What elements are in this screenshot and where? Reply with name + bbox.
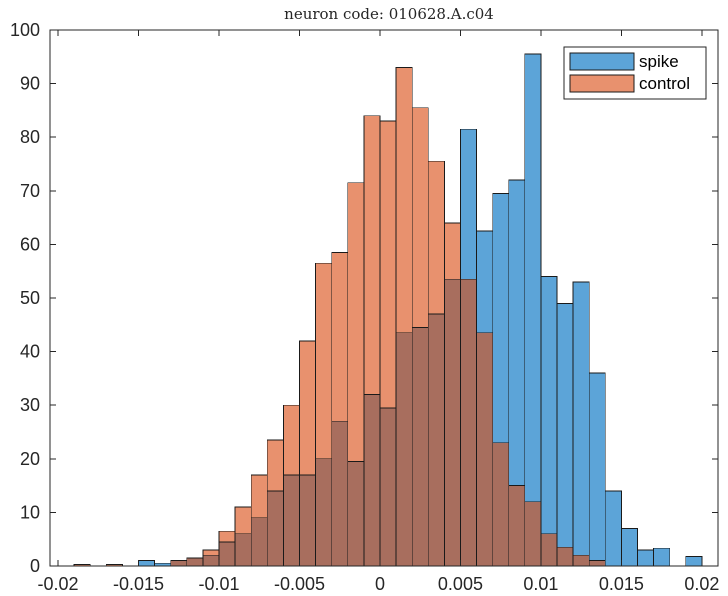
legend: spike control	[563, 46, 707, 100]
bar-overlap	[218, 541, 236, 567]
bar-overlap	[202, 554, 220, 567]
axes-layer: -0.02 -0.015 -0.01 -0.005 0 0.005 0.01 0.015 0.0…	[10, 20, 719, 594]
bar-overlap	[411, 327, 429, 567]
bar-control	[234, 506, 252, 535]
bar-overlap	[556, 546, 574, 567]
bar-spike	[588, 372, 606, 567]
bar-overlap	[331, 420, 349, 567]
x-tick-label: -0.01	[198, 574, 239, 594]
bar-overlap	[299, 474, 316, 567]
bar-spike	[524, 53, 542, 567]
y-tick-label: 70	[20, 181, 40, 201]
bar-overlap	[170, 560, 188, 567]
y-tick-label: 0	[30, 556, 40, 576]
bars-layer	[73, 53, 703, 567]
bar-spike	[685, 555, 703, 567]
bar-control	[202, 549, 220, 556]
bar-overlap	[347, 461, 365, 567]
bar-control	[315, 262, 333, 460]
y-tick-label: 30	[20, 395, 40, 415]
x-tick-label: -0.02	[38, 574, 79, 594]
bar-overlap	[572, 554, 590, 567]
bar-overlap	[379, 407, 397, 567]
y-tick-label: 60	[20, 234, 40, 254]
bar-spike	[540, 276, 558, 567]
legend-label-control: control	[639, 74, 690, 93]
bar-overlap	[266, 490, 284, 567]
x-tick-label: 0.015	[599, 574, 644, 594]
bar-control	[395, 67, 413, 334]
bar-overlap	[250, 517, 268, 567]
bar-overlap	[234, 533, 252, 567]
bar-control	[331, 252, 349, 422]
y-tick-label: 10	[20, 502, 40, 522]
bar-control	[282, 404, 300, 476]
bar-overlap	[588, 560, 606, 567]
bar-overlap	[315, 458, 333, 567]
bar-overlap	[282, 474, 300, 567]
x-tick-label: 0	[375, 574, 385, 594]
bar-control	[250, 474, 268, 519]
bar-control	[266, 439, 284, 492]
bar-control	[427, 160, 445, 315]
bar-control	[347, 182, 365, 462]
x-tick-label: -0.015	[113, 574, 164, 594]
x-tick-label: 0.005	[438, 574, 483, 594]
y-tick-label: 50	[20, 288, 40, 308]
bar-control	[411, 107, 429, 328]
bar-overlap	[460, 278, 477, 567]
x-tick-label: 0.01	[523, 574, 558, 594]
bar-control	[379, 120, 397, 409]
bar-spike	[138, 560, 156, 567]
y-tick-label: 100	[10, 20, 40, 40]
bar-overlap	[443, 278, 461, 567]
bar-spike	[604, 490, 622, 567]
bar-control	[299, 340, 316, 476]
bar-overlap	[492, 442, 510, 567]
x-tick-label: -0.005	[274, 574, 325, 594]
bar-spike	[572, 281, 590, 567]
y-tick-label: 80	[20, 127, 40, 147]
bar-overlap	[186, 557, 204, 567]
legend-label-spike: spike	[639, 52, 679, 71]
bar-control	[218, 530, 236, 543]
x-tick-label: 0.02	[684, 574, 719, 594]
chart-title: neuron code: 010628.A.c04	[284, 5, 494, 23]
y-tick-label: 20	[20, 449, 40, 469]
bar-overlap	[427, 313, 445, 567]
y-tick-label: 40	[20, 342, 40, 362]
bar-overlap	[508, 485, 526, 567]
bar-overlap	[395, 332, 413, 567]
bar-control	[363, 115, 381, 395]
legend-swatch-spike	[569, 52, 635, 71]
bar-spike	[653, 547, 671, 567]
bar-spike	[556, 302, 574, 567]
y-tick-label: 90	[20, 74, 40, 94]
bar-spike	[621, 528, 638, 567]
bar-spike	[637, 549, 655, 567]
legend-swatch-control	[569, 74, 635, 93]
bar-control	[443, 222, 461, 280]
bar-overlap	[524, 501, 542, 567]
bar-overlap	[476, 332, 494, 567]
bar-overlap	[540, 533, 558, 567]
bar-overlap	[363, 394, 381, 567]
